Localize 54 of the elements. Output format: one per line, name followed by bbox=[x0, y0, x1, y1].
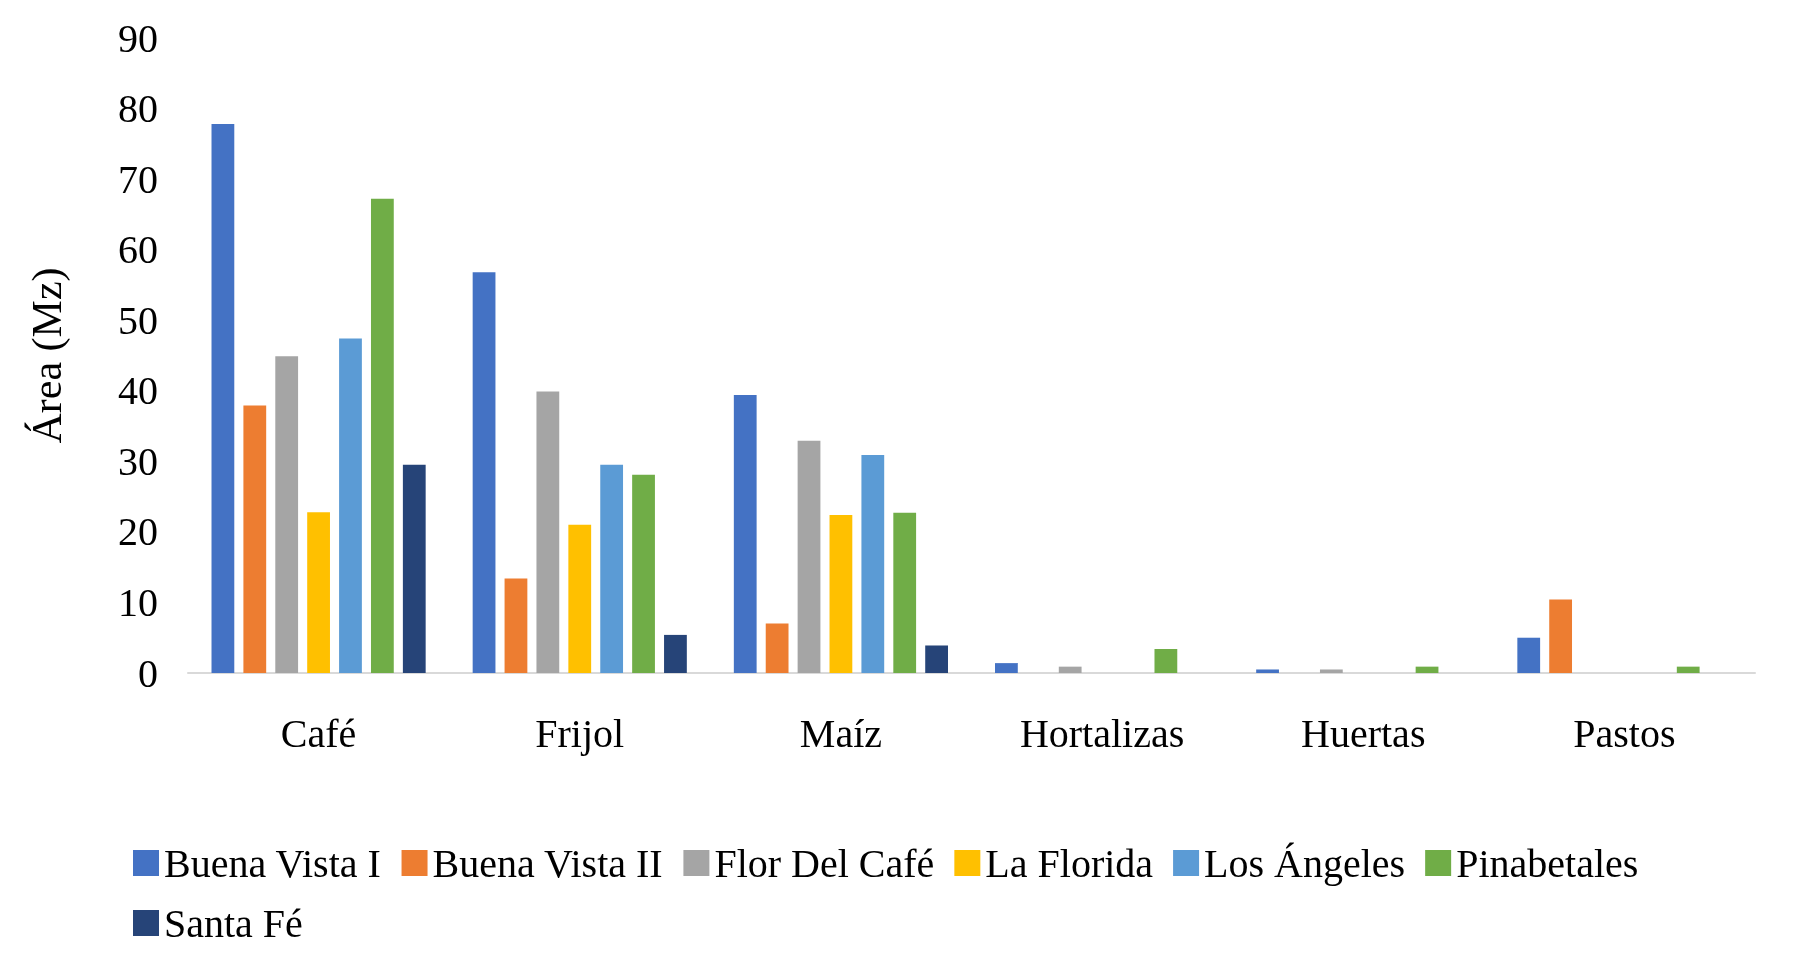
y-tick-label: 70 bbox=[118, 156, 158, 202]
bar bbox=[1549, 599, 1573, 673]
y-tick-label: 10 bbox=[118, 579, 158, 625]
x-tick-label: Pastos bbox=[1573, 710, 1676, 756]
bar bbox=[925, 645, 948, 673]
bar bbox=[1319, 669, 1343, 673]
bar bbox=[765, 623, 789, 673]
bar bbox=[829, 514, 853, 673]
legend-label: Buena Vista II bbox=[432, 840, 663, 886]
y-tick-label: 50 bbox=[118, 297, 158, 343]
y-tick-label: 60 bbox=[118, 227, 158, 273]
x-tick-label: Frijol bbox=[535, 710, 625, 756]
bar bbox=[472, 272, 496, 673]
x-tick-label: Hortalizas bbox=[1019, 710, 1185, 756]
y-tick-label: 0 bbox=[138, 650, 158, 696]
bar bbox=[568, 524, 592, 673]
legend-label: La Florida bbox=[985, 840, 1154, 886]
x-tick-label: Café bbox=[280, 710, 357, 756]
bar bbox=[339, 338, 362, 673]
bar bbox=[1676, 666, 1700, 673]
bar bbox=[632, 474, 655, 673]
bar bbox=[402, 464, 426, 673]
legend-label: Pinabetales bbox=[1456, 840, 1639, 886]
y-tick-label: 90 bbox=[118, 15, 158, 61]
y-axis-title: Área (Mz) bbox=[24, 267, 71, 444]
bar bbox=[733, 395, 757, 673]
bar bbox=[307, 512, 330, 673]
legend-label: Flor Del Café bbox=[714, 840, 935, 886]
legend-label: Buena Vista I bbox=[164, 840, 381, 886]
bar bbox=[1415, 666, 1439, 673]
bar bbox=[536, 391, 560, 673]
bar bbox=[1256, 669, 1279, 673]
y-tick-label: 20 bbox=[118, 509, 158, 555]
x-tick-label: Huertas bbox=[1301, 710, 1426, 756]
bar bbox=[797, 440, 821, 673]
bar bbox=[243, 405, 267, 673]
bar bbox=[1517, 637, 1541, 673]
bar bbox=[504, 578, 528, 673]
bar bbox=[664, 634, 687, 673]
y-tick-label: 30 bbox=[118, 438, 158, 484]
bar bbox=[1154, 649, 1178, 673]
y-tick-label: 80 bbox=[118, 86, 158, 132]
bar bbox=[1058, 666, 1082, 673]
bar bbox=[211, 124, 235, 673]
x-tick-label: Maíz bbox=[799, 710, 883, 756]
y-tick-label: 40 bbox=[118, 368, 158, 414]
bar bbox=[995, 663, 1018, 673]
bar bbox=[275, 356, 299, 673]
bar bbox=[600, 464, 624, 673]
bar bbox=[861, 454, 885, 673]
bar bbox=[370, 198, 394, 673]
legend-label: Los Ángeles bbox=[1204, 840, 1406, 886]
legend-label: Santa Fé bbox=[164, 900, 303, 946]
bar bbox=[893, 512, 917, 673]
